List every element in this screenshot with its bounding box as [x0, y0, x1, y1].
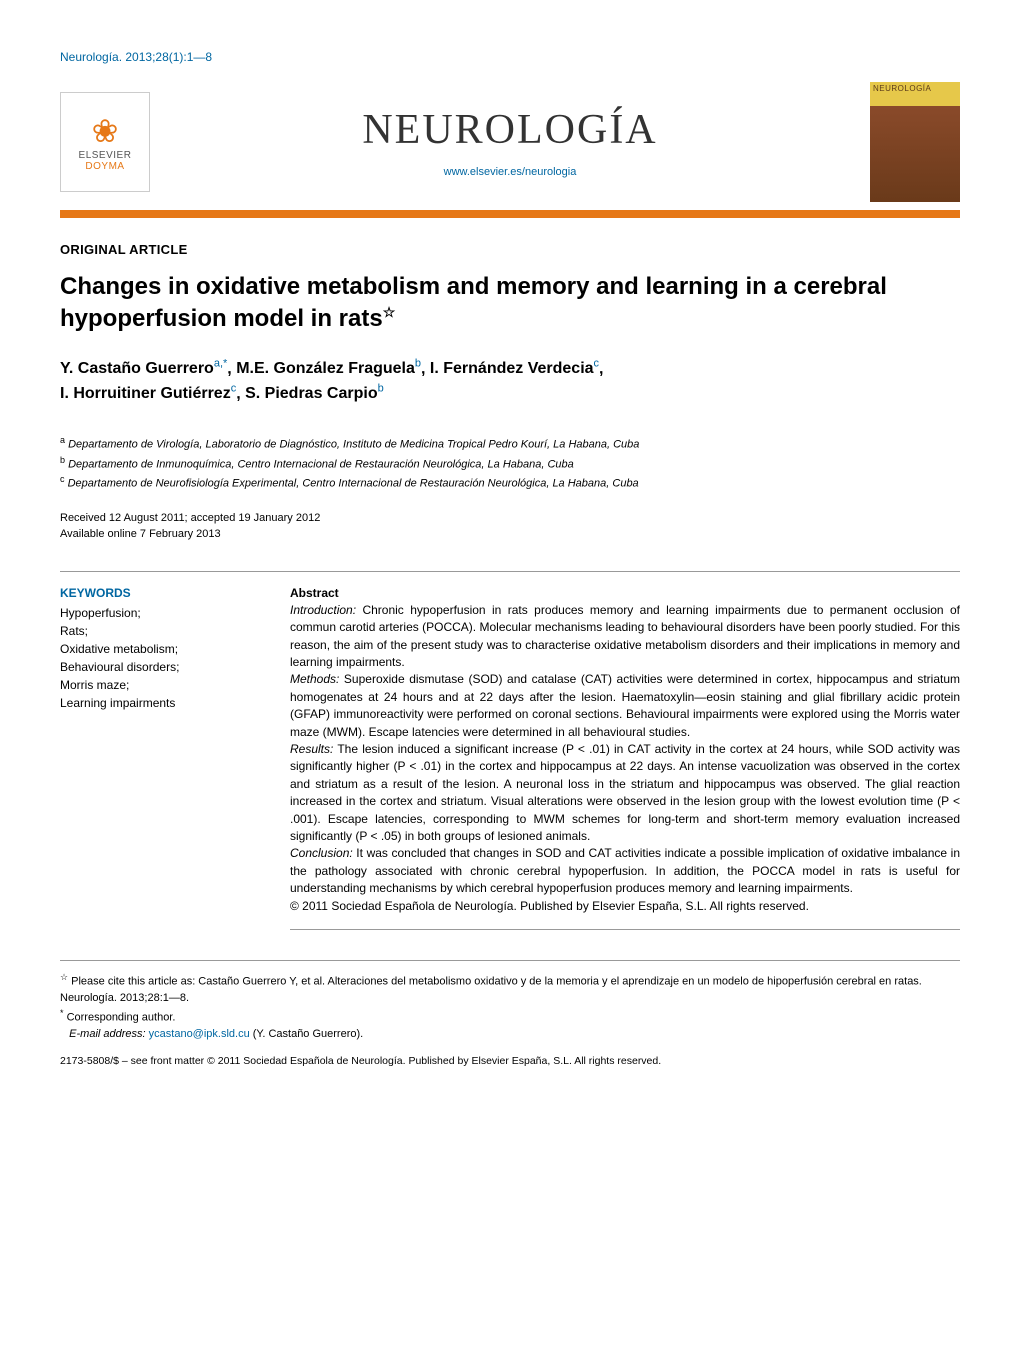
affiliation: c Departamento de Neurofisiología Experi…: [60, 473, 960, 492]
cover-title: NEUROLOGÍA: [870, 82, 960, 95]
author: I. Fernández Verdeciac: [430, 360, 599, 377]
author: S. Piedras Carpiob: [245, 385, 384, 402]
divider-bar: [60, 210, 960, 218]
journal-title-block: NEUROLOGÍA www.elsevier.es/neurologia: [150, 106, 870, 178]
email-link[interactable]: ycastano@ipk.sld.cu: [149, 1028, 250, 1040]
affiliations: a Departamento de Virología, Laboratorio…: [60, 434, 960, 491]
section-label: Methods:: [290, 672, 339, 686]
page: Neurología. 2013;28(1):1—8 ❀ ELSEVIER DO…: [0, 0, 1020, 1100]
keywords-column: KEYWORDS Hypoperfusion; Rats; Oxidative …: [60, 572, 260, 930]
keywords-list: Hypoperfusion; Rats; Oxidative metabolis…: [60, 604, 260, 712]
author: M.E. González Fraguelab: [236, 360, 421, 377]
available-online: Available online 7 February 2013: [60, 526, 960, 543]
elsevier-tree-icon: ❀: [92, 112, 119, 150]
abstract-column: Abstract Introduction: Chronic hypoperfu…: [290, 572, 960, 930]
author-list: Y. Castaño Guerreroa,*, M.E. González Fr…: [60, 356, 960, 407]
journal-url[interactable]: www.elsevier.es/neurologia: [150, 166, 870, 178]
corresponding-author-footnote: * Corresponding author.: [60, 1007, 960, 1026]
front-matter-copyright: 2173-5808/$ – see front matter © 2011 So…: [60, 1054, 960, 1070]
article-type: ORIGINAL ARTICLE: [60, 242, 960, 257]
abstract-text: Introduction: Chronic hypoperfusion in r…: [290, 602, 960, 915]
publisher-logo: ❀ ELSEVIER DOYMA: [60, 92, 150, 192]
abstract-copyright: © 2011 Sociedad Española de Neurología. …: [290, 899, 809, 913]
abstract-block: KEYWORDS Hypoperfusion; Rats; Oxidative …: [60, 571, 960, 930]
keywords-heading: KEYWORDS: [60, 586, 260, 600]
section-label: Conclusion:: [290, 846, 353, 860]
journal-header: ❀ ELSEVIER DOYMA NEUROLOGÍA www.elsevier…: [60, 82, 960, 202]
title-text: Changes in oxidative metabolism and memo…: [60, 273, 887, 332]
journal-cover-thumbnail: NEUROLOGÍA: [870, 82, 960, 202]
affiliation: b Departamento de Inmunoquímica, Centro …: [60, 454, 960, 473]
citation-header: Neurología. 2013;28(1):1—8: [60, 50, 960, 64]
footnotes: ☆ Please cite this article as: Castaño G…: [60, 960, 960, 1070]
section-label: Results:: [290, 742, 333, 756]
section-label: Introduction:: [290, 603, 356, 617]
journal-title: NEUROLOGÍA: [150, 106, 870, 154]
article-title: Changes in oxidative metabolism and memo…: [60, 271, 960, 336]
author: Y. Castaño Guerreroa,*: [60, 360, 227, 377]
abstract-heading: Abstract: [290, 586, 960, 600]
received-accepted: Received 12 August 2011; accepted 19 Jan…: [60, 510, 960, 527]
affiliation: a Departamento de Virología, Laboratorio…: [60, 434, 960, 453]
title-footnote-marker: ☆: [383, 304, 396, 320]
email-footnote: E-mail address: ycastano@ipk.sld.cu (Y. …: [60, 1026, 960, 1043]
article-dates: Received 12 August 2011; accepted 19 Jan…: [60, 510, 960, 543]
cite-as-footnote: ☆ Please cite this article as: Castaño G…: [60, 971, 960, 1007]
elsevier-text: ELSEVIER: [79, 150, 132, 161]
author: I. Horruitiner Gutiérrezc: [60, 385, 236, 402]
doyma-text: DOYMA: [85, 161, 124, 172]
